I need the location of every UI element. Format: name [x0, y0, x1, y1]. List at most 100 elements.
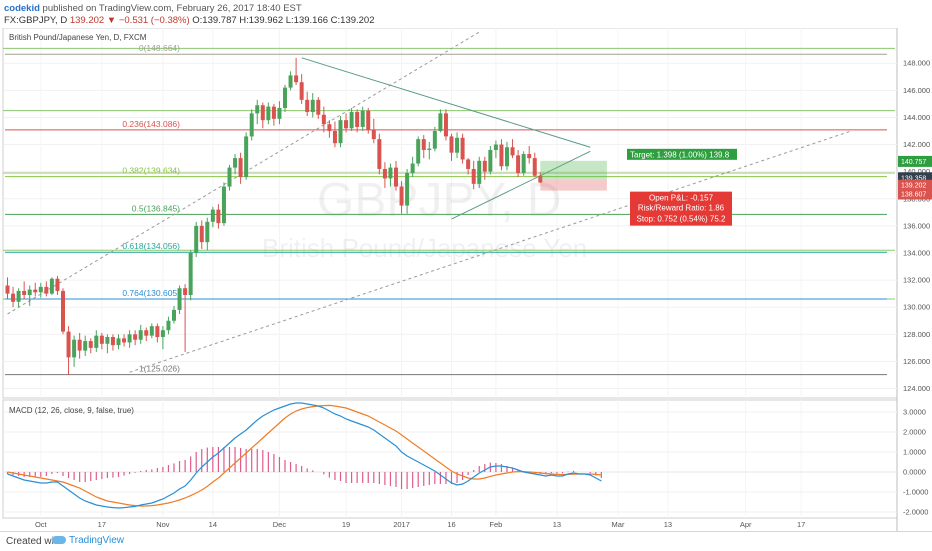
candle-body: [316, 99, 321, 115]
price-tick-label: 134.000: [903, 248, 930, 257]
candle-body: [122, 338, 127, 343]
candle: [44, 281, 49, 297]
candle-body: [155, 326, 160, 338]
candle: [77, 332, 82, 359]
candle-body: [271, 106, 276, 119]
candle: [205, 217, 210, 251]
candle-body: [88, 341, 93, 348]
price-badge-label: 139.358: [901, 175, 926, 182]
candle-body: [283, 87, 287, 108]
candle-body: [188, 252, 193, 295]
candle-body: [55, 278, 60, 291]
candle: [216, 204, 221, 229]
candle-body: [399, 186, 404, 206]
candle: [277, 101, 282, 125]
candle-body: [183, 288, 188, 295]
candle-body: [277, 107, 282, 119]
candle-body: [266, 106, 271, 121]
candle-body: [138, 330, 143, 340]
price-badge-label: 140.757: [901, 159, 926, 166]
candle: [416, 136, 421, 167]
candle-body: [443, 113, 448, 137]
fib-retracement[interactable]: 0(148.664) 0.236(143.086) 0.382(139.634) 0.…: [5, 43, 887, 376]
candle-body: [166, 320, 171, 331]
price-badge-label: 139.202: [901, 183, 926, 190]
brand-label: TradingView: [69, 535, 125, 546]
candle: [183, 284, 188, 352]
price-badge: [898, 155, 932, 167]
candle: [122, 334, 127, 347]
candle: [271, 103, 276, 126]
candle: [11, 286, 16, 308]
candle-body: [38, 286, 43, 293]
candle: [27, 285, 32, 306]
candle: [188, 250, 193, 301]
watermark-name: British Pound/Japanese Yen: [262, 233, 587, 263]
candle: [294, 57, 299, 85]
candle-body: [438, 113, 443, 132]
macd-tick-label: 3.0000: [903, 408, 926, 417]
candle: [466, 158, 471, 175]
candle-body: [388, 167, 393, 179]
trend-lines[interactable]: [7, 31, 852, 373]
fib-level-label: 0.382(139.634): [122, 166, 180, 176]
candle: [61, 288, 65, 335]
candle-body: [144, 330, 149, 336]
channel-line[interactable]: [7, 31, 480, 315]
candle: [421, 135, 426, 159]
candle: [33, 282, 38, 297]
candle-body: [305, 99, 310, 113]
candle-body: [116, 338, 121, 346]
candle: [110, 334, 115, 351]
tradingview-brand[interactable]: TradingView: [52, 535, 124, 546]
candle-body: [349, 112, 354, 129]
candle: [155, 323, 160, 343]
candle-body: [527, 154, 532, 159]
candle: [210, 206, 215, 228]
candle: [244, 132, 249, 180]
time-tick-label: 17: [98, 520, 106, 529]
candle: [382, 162, 387, 188]
time-axis[interactable]: Oct 17 Nov 14 Dec 19 2017 16 Feb 13 Mar 13 Apr 17: [35, 520, 805, 529]
candle: [471, 160, 476, 190]
candle-body: [532, 158, 537, 176]
candle-body: [310, 99, 315, 113]
candle: [427, 141, 432, 160]
candle: [72, 335, 77, 367]
candle-body: [199, 225, 204, 243]
candle: [377, 133, 382, 175]
candle-body: [355, 112, 360, 127]
candle-body: [377, 139, 382, 169]
price-badge: [898, 179, 932, 191]
candle: [55, 276, 60, 295]
price-axis[interactable]: 124.000 126.000 128.000 130.000 132.000 134.0…: [898, 59, 932, 517]
price-badge: [898, 172, 932, 184]
triangle-line[interactable]: [451, 150, 591, 220]
channel-line[interactable]: [129, 130, 852, 373]
candle: [521, 151, 526, 176]
publish-line: codekid published on TradingView.com, Fe…: [4, 3, 302, 14]
target-zone[interactable]: [540, 160, 607, 180]
time-tick-label: 14: [209, 520, 217, 529]
stop-zone[interactable]: [540, 179, 607, 191]
candle: [138, 324, 143, 344]
long-position-tool[interactable]: Target: 1.398 (1.00%) 139.8 Open P&L: -0.…: [540, 148, 737, 226]
candle-body: [499, 144, 504, 167]
price-chart[interactable]: GBPJPY, D British Pound/Japanese Yen 0(1…: [0, 28, 932, 531]
price-tick-label: 146.000: [903, 86, 930, 95]
author-name[interactable]: codekid: [4, 3, 40, 14]
price-tick-label: 136.000: [903, 221, 930, 230]
candle: [410, 156, 415, 178]
candle: [305, 91, 310, 117]
price-tick-label: 128.000: [903, 330, 930, 339]
candle-body: [460, 137, 465, 160]
candle-body: [510, 147, 515, 156]
time-tick-label: Oct: [35, 520, 48, 529]
candle-body: [11, 293, 16, 302]
price-tick-label: 124.000: [903, 384, 930, 393]
candle-body: [127, 334, 132, 343]
candle: [255, 99, 260, 125]
candle: [5, 277, 10, 300]
triangle-line[interactable]: [301, 57, 591, 148]
candle-body: [72, 339, 77, 358]
